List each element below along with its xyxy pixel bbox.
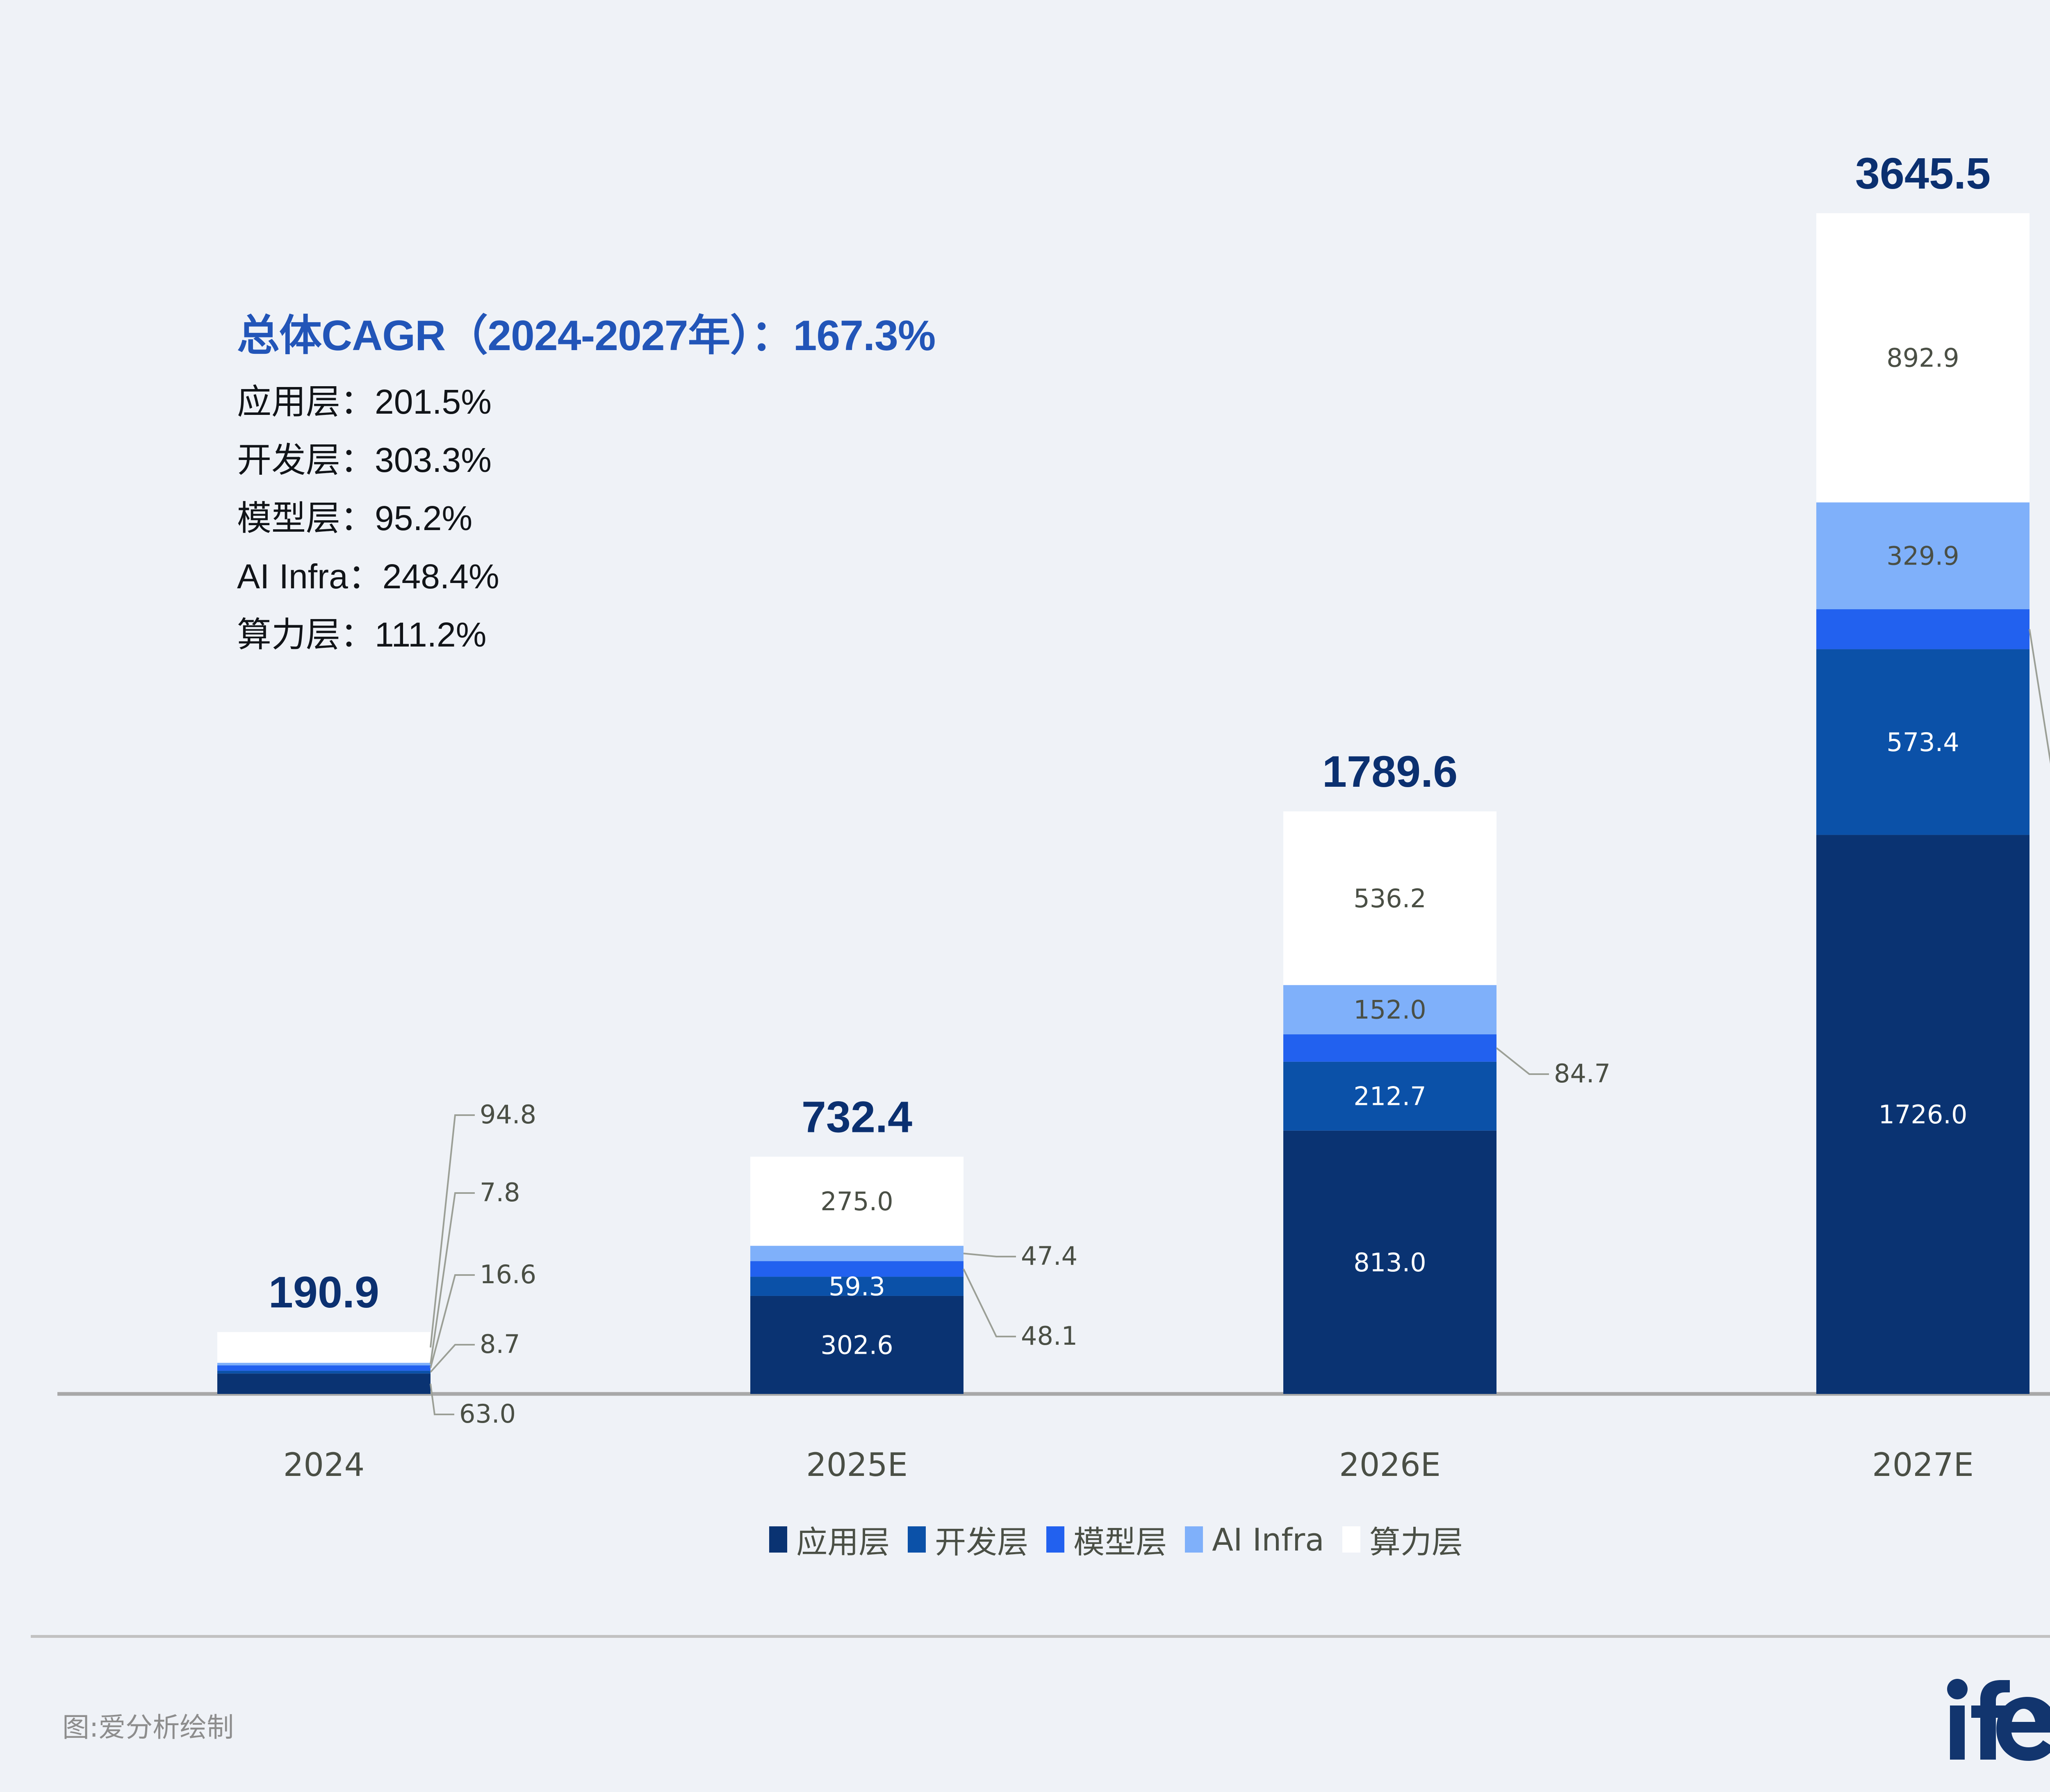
- bar-segment-value: 813.0: [1353, 1248, 1426, 1277]
- bar-segment[interactable]: [1816, 609, 2029, 649]
- bar-segment-value: 59.3: [829, 1272, 885, 1302]
- bar-segment-value: 329.9: [1886, 541, 1959, 571]
- callout-leader-line: [430, 1192, 475, 1364]
- callout-leader-line: [430, 1274, 475, 1368]
- cagr-line-ai-infra: AI Infra：248.4%: [237, 557, 499, 596]
- ifenxi-logo: [1945, 1660, 2050, 1763]
- bar-segment[interactable]: [750, 1277, 963, 1296]
- bar-segment[interactable]: [1283, 1061, 1496, 1131]
- cagr-title: 总体CAGR（2024-2027年）：167.3%: [237, 312, 936, 360]
- bar-segment[interactable]: [1283, 811, 1496, 985]
- callout-leader-line: [1496, 1047, 1549, 1075]
- bar-segment[interactable]: [1283, 1130, 1496, 1394]
- legend-label: 算力层: [1369, 1524, 1463, 1560]
- bar-segment[interactable]: [217, 1363, 430, 1366]
- bar-segment-value: 892.9: [1886, 343, 1959, 373]
- bar-total-label: 190.9: [269, 1267, 379, 1317]
- bar-segment[interactable]: [750, 1296, 963, 1394]
- legend-item[interactable]: 模型层: [1046, 1517, 1167, 1562]
- legend-item[interactable]: AI Infra: [1185, 1521, 1324, 1558]
- chart-legend: 应用层 开发层 模型层 AI Infra 算力层: [0, 1517, 2050, 1562]
- bar-total-label: 732.4: [802, 1092, 912, 1141]
- bar-segment[interactable]: [1283, 985, 1496, 1034]
- legend-label: 应用层: [796, 1524, 890, 1560]
- cagr-line-application: 应用层：201.5%: [237, 382, 492, 421]
- callout-leader-line: [430, 1344, 475, 1373]
- bar-segment-value: 573.4: [1886, 727, 1959, 757]
- bar-segment-value: 302.6: [820, 1330, 893, 1360]
- cagr-line-model: 模型层：95.2%: [237, 499, 473, 537]
- bar-segment[interactable]: [217, 1365, 430, 1371]
- x-axis-tick-label: 2027E: [1872, 1447, 1974, 1484]
- legend-label: 模型层: [1073, 1524, 1167, 1560]
- bar-segment[interactable]: [217, 1373, 430, 1394]
- cagr-line-development: 开发层：303.3%: [237, 440, 492, 479]
- footer-credit: 图:爱分析绘制: [62, 1712, 234, 1743]
- x-axis-tick-label: 2026E: [1339, 1447, 1441, 1484]
- bar-segment-value: 7.8: [480, 1177, 520, 1207]
- legend-swatch: [908, 1526, 926, 1553]
- legend-label: 开发层: [935, 1524, 1029, 1560]
- x-axis-tick-label: 2025E: [806, 1447, 908, 1484]
- bar-segment-value: 212.7: [1353, 1082, 1426, 1111]
- legend-item[interactable]: 应用层: [769, 1517, 890, 1562]
- x-axis-tick-label: 2024: [283, 1447, 365, 1484]
- legend-swatch: [769, 1526, 788, 1553]
- bar-segment-value: 84.7: [1554, 1059, 1610, 1088]
- stacked-bar-chart: 190.9 63.0 8.7 16.6 7.8 94.8 2024 732.4 302.6 59.…: [57, 148, 2050, 1484]
- legend-item[interactable]: 算力层: [1342, 1517, 1463, 1562]
- bar-segment-value: 536.2: [1353, 883, 1426, 913]
- bar-segment[interactable]: [1816, 213, 2029, 503]
- bar-total-label: 1789.6: [1322, 747, 1458, 796]
- bar-segment-value: 152.0: [1353, 995, 1426, 1025]
- legend-label: AI Infra: [1212, 1521, 1324, 1558]
- bar-segment-value: 48.1: [1021, 1321, 1077, 1351]
- callout-leader-line: [430, 1114, 475, 1348]
- bar-segment[interactable]: [1283, 1034, 1496, 1062]
- legend-swatch: [1046, 1526, 1065, 1553]
- bar-segment[interactable]: [1816, 649, 2029, 835]
- bar-segment[interactable]: [217, 1371, 430, 1374]
- bar-segment-value: 8.7: [480, 1329, 520, 1359]
- bar-segment-value: 94.8: [480, 1100, 536, 1129]
- bar-segment[interactable]: [1816, 835, 2029, 1394]
- legend-swatch: [1185, 1526, 1203, 1553]
- bar-segment[interactable]: [1816, 502, 2029, 610]
- footer-divider: [31, 1635, 2050, 1638]
- cagr-line-compute: 算力层：111.2%: [237, 615, 487, 654]
- bar-segment[interactable]: [750, 1246, 963, 1261]
- bar-segment[interactable]: [750, 1157, 963, 1246]
- cagr-annotation-block: 总体CAGR（2024-2027年）：167.3% 应用层：201.5% 开发层…: [237, 312, 1221, 652]
- callout-leader-line: [2029, 629, 2050, 764]
- bar-total-label: 3645.5: [1855, 148, 1991, 198]
- bar-segment-value: 16.6: [480, 1259, 536, 1289]
- bar-segment-value: 275.0: [820, 1186, 893, 1216]
- bar-segment[interactable]: [750, 1261, 963, 1277]
- callout-leader-line: [430, 1383, 454, 1415]
- legend-item[interactable]: 开发层: [908, 1517, 1028, 1562]
- callout-leader-line: [963, 1268, 1016, 1337]
- legend-swatch: [1342, 1526, 1360, 1553]
- bar-segment-value: 47.4: [1021, 1241, 1077, 1271]
- bar-segment-value: 1726.0: [1879, 1100, 1968, 1129]
- bar-segment[interactable]: [217, 1332, 430, 1363]
- bar-segment-value: 63.0: [459, 1399, 516, 1429]
- callout-leader-line: [963, 1252, 1016, 1257]
